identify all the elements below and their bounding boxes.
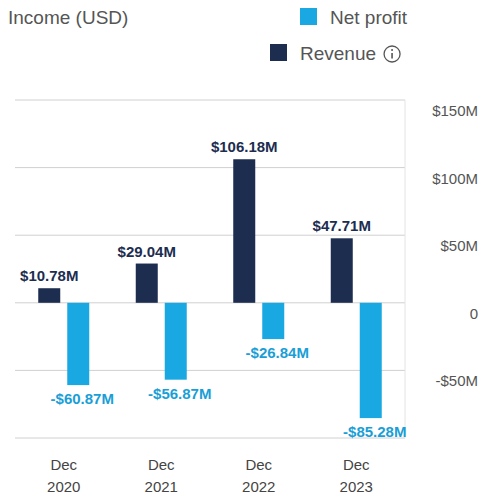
category-label-line: 2020 <box>47 478 80 495</box>
category-label: Dec 2020 <box>47 456 80 495</box>
category-label-line: Dec <box>148 456 175 473</box>
category-label-line: Dec <box>245 456 272 473</box>
tick-label: $150M <box>432 102 478 119</box>
axis-line <box>405 100 406 438</box>
category-label: Dec 2023 <box>340 456 373 495</box>
bar <box>360 303 382 418</box>
tick-label: $50M <box>440 237 478 254</box>
data-label: $106.18M <box>211 138 278 155</box>
tick-label: -$50M <box>435 372 478 389</box>
bar <box>262 303 284 339</box>
category-label-line: 2022 <box>242 478 275 495</box>
bar <box>136 264 158 303</box>
category-label-line: 2023 <box>340 478 373 495</box>
title: Income (USD) <box>8 7 128 28</box>
bar <box>233 159 255 303</box>
tick-label: $100M <box>432 170 478 187</box>
legend-label: Net profit <box>330 7 408 28</box>
bars <box>38 159 382 418</box>
data-label: -$60.87M <box>51 390 114 407</box>
bar <box>38 288 60 303</box>
bar <box>165 303 187 380</box>
data-labels: $10.78M -$60.87M $29.04M -$56.87M $106.18M -$… <box>20 138 406 440</box>
legend-swatch <box>300 8 317 25</box>
category-label-line: 2021 <box>145 478 178 495</box>
category-label-line: Dec <box>343 456 370 473</box>
data-label: -$56.87M <box>148 385 211 402</box>
info-icon <box>391 49 393 51</box>
grid-line <box>15 167 405 168</box>
data-label: $10.78M <box>20 267 78 284</box>
data-label: $29.04M <box>118 243 176 260</box>
category-label-line: Dec <box>50 456 77 473</box>
info-icon <box>384 46 400 62</box>
legend-label: Revenue <box>300 43 376 64</box>
category-label: Dec 2022 <box>242 456 275 495</box>
grid-line <box>15 235 405 236</box>
bar <box>67 303 89 385</box>
data-label: -$85.28M <box>343 423 406 440</box>
tick-label: 0 <box>470 305 478 322</box>
chart: Income (USD) $150M $100M $50M 0 -$50M $10.78M -… <box>0 0 483 499</box>
category-label: Dec 2021 <box>145 456 178 495</box>
data-label: $47.71M <box>313 217 371 234</box>
grid-line <box>15 100 405 101</box>
data-label: -$26.84M <box>246 344 309 361</box>
bar <box>331 238 353 303</box>
info-icon <box>391 53 393 59</box>
legend-swatch <box>270 44 287 61</box>
